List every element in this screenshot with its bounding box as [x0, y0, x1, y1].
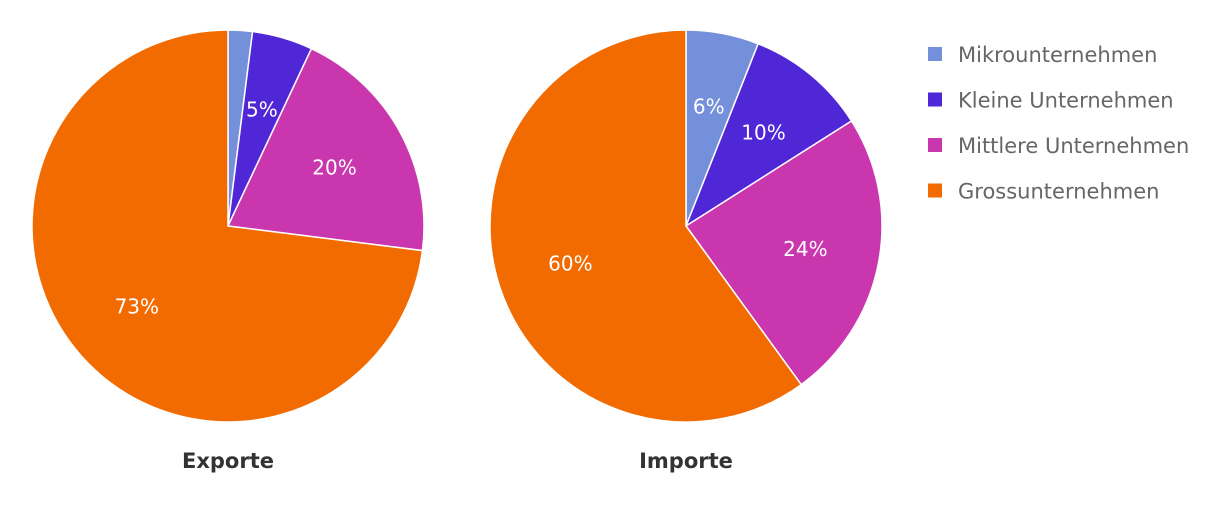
legend-item-label[interactable]: Kleine Unternehmen — [958, 89, 1174, 113]
pie-exporte: 5% 20% 73% Exporte — [31, 29, 425, 473]
pie-slice-grossunternehmen[interactable] — [31, 29, 424, 423]
legend-item-label[interactable]: Mittlere Unternehmen — [958, 134, 1189, 158]
slice-value-label: 24% — [783, 237, 827, 261]
legend: Mikrounternehmen Kleine Unternehmen Mittle… — [928, 43, 1189, 204]
legend-swatch — [928, 92, 942, 107]
slice-value-label: 60% — [548, 252, 592, 276]
legend-swatch — [928, 138, 942, 152]
pie-slice-mittlere-unternehmen[interactable] — [226, 47, 425, 252]
slice-value-label: 5% — [246, 97, 278, 121]
pie-slice-kleine-unternehmen[interactable] — [684, 42, 853, 228]
legend-item-label[interactable]: Grossunternehmen — [958, 180, 1159, 204]
slice-value-label: 20% — [312, 156, 356, 180]
legend-swatch — [928, 183, 942, 198]
legend-item-label[interactable]: Mikrounternehmen — [958, 43, 1157, 67]
pie-title: Exporte — [182, 449, 274, 473]
pie-importe: 6% 10% 24% 60% Importe — [489, 29, 883, 473]
slice-value-label: 73% — [115, 294, 159, 318]
slice-value-label: 6% — [693, 95, 725, 119]
pie-slice-grossunternehmen[interactable] — [489, 29, 803, 423]
legend-swatch — [928, 47, 942, 61]
pie-title: Importe — [639, 449, 733, 473]
pie-slice-mittlere-unternehmen[interactable] — [684, 119, 883, 386]
slice-value-label: 10% — [741, 120, 785, 144]
